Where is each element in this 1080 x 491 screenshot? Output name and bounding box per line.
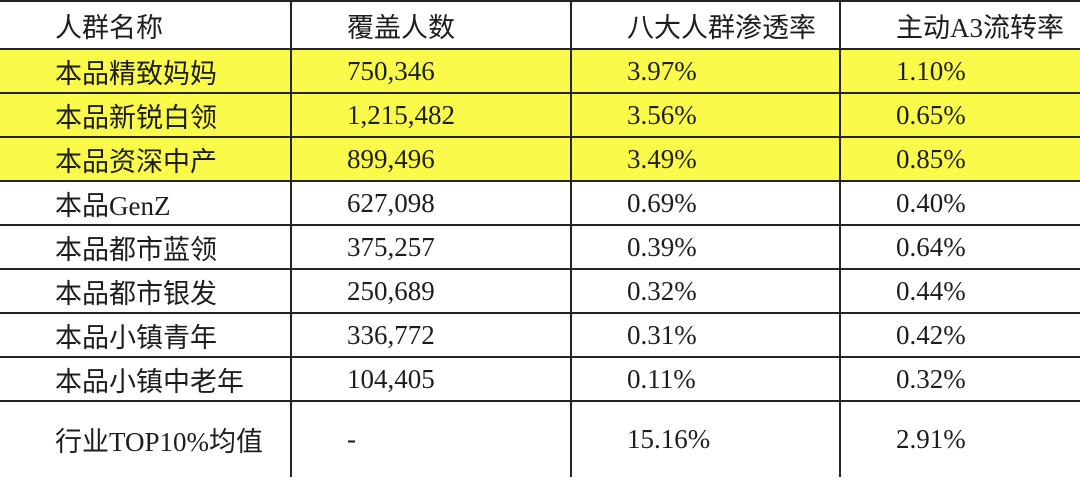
cell-penetration: 3.56% — [571, 93, 841, 138]
table-row: 本品都市银发 250,689 0.32% 0.44% — [0, 269, 1080, 314]
cell-crowd-name: 本品都市蓝领 — [0, 225, 292, 270]
cell-coverage: 250,689 — [291, 269, 572, 314]
cell-a3-rate: 0.64% — [840, 225, 1080, 270]
table-row: 本品都市蓝领 375,257 0.39% 0.64% — [0, 225, 1080, 270]
table-row: 本品小镇中老年 104,405 0.11% 0.32% — [0, 357, 1080, 402]
table-row-industry-benchmark: 行业TOP10%均值 - 15.16% 2.91% — [0, 401, 1080, 477]
cell-crowd-name: 本品小镇青年 — [0, 313, 292, 358]
table-row: 本品GenZ 627,098 0.69% 0.40% — [0, 181, 1080, 226]
table-row: 本品小镇青年 336,772 0.31% 0.42% — [0, 313, 1080, 358]
cell-crowd-name: 本品GenZ — [0, 181, 292, 226]
cell-penetration: 3.49% — [571, 137, 841, 182]
cell-penetration: 0.39% — [571, 225, 841, 270]
cell-a3-rate: 0.85% — [840, 137, 1080, 182]
cell-coverage: 899,496 — [291, 137, 572, 182]
column-header-penetration: 八大人群渗透率 — [571, 2, 841, 50]
cell-crowd-name: 本品精致妈妈 — [0, 49, 292, 94]
cell-a3-rate: 0.32% — [840, 357, 1080, 402]
column-header-coverage: 覆盖人数 — [291, 2, 572, 50]
table-row: 本品资深中产 899,496 3.49% 0.85% — [0, 137, 1080, 182]
cell-coverage: 750,346 — [291, 49, 572, 94]
cell-coverage: 627,098 — [291, 181, 572, 226]
cell-coverage: 375,257 — [291, 225, 572, 270]
table-row: 本品精致妈妈 750,346 3.97% 1.10% — [0, 49, 1080, 94]
cell-crowd-name: 本品小镇中老年 — [0, 357, 292, 402]
cell-crowd-name: 本品资深中产 — [0, 137, 292, 182]
cell-a3-rate: 1.10% — [840, 49, 1080, 94]
cell-crowd-name: 本品都市银发 — [0, 269, 292, 314]
cell-coverage: 1,215,482 — [291, 93, 572, 138]
cell-a3-rate: 0.65% — [840, 93, 1080, 138]
cell-penetration: 0.31% — [571, 313, 841, 358]
audience-metrics-table: 人群名称 覆盖人数 八大人群渗透率 主动A3流转率 本品精致妈妈 750,346… — [0, 2, 1080, 477]
cell-penetration: 15.16% — [571, 401, 841, 477]
cell-coverage: - — [291, 401, 572, 477]
cell-coverage: 104,405 — [291, 357, 572, 402]
cell-a3-rate: 2.91% — [840, 401, 1080, 477]
cell-crowd-name: 行业TOP10%均值 — [0, 401, 292, 477]
cell-penetration: 0.11% — [571, 357, 841, 402]
cell-penetration: 0.32% — [571, 269, 841, 314]
column-header-a3-rate: 主动A3流转率 — [840, 2, 1080, 50]
cell-penetration: 0.69% — [571, 181, 841, 226]
table-header-row: 人群名称 覆盖人数 八大人群渗透率 主动A3流转率 — [0, 2, 1080, 50]
cell-a3-rate: 0.42% — [840, 313, 1080, 358]
cell-a3-rate: 0.40% — [840, 181, 1080, 226]
table-row: 本品新锐白领 1,215,482 3.56% 0.65% — [0, 93, 1080, 138]
cell-crowd-name: 本品新锐白领 — [0, 93, 292, 138]
cell-coverage: 336,772 — [291, 313, 572, 358]
cell-penetration: 3.97% — [571, 49, 841, 94]
column-header-crowd-name: 人群名称 — [0, 2, 292, 50]
cell-a3-rate: 0.44% — [840, 269, 1080, 314]
